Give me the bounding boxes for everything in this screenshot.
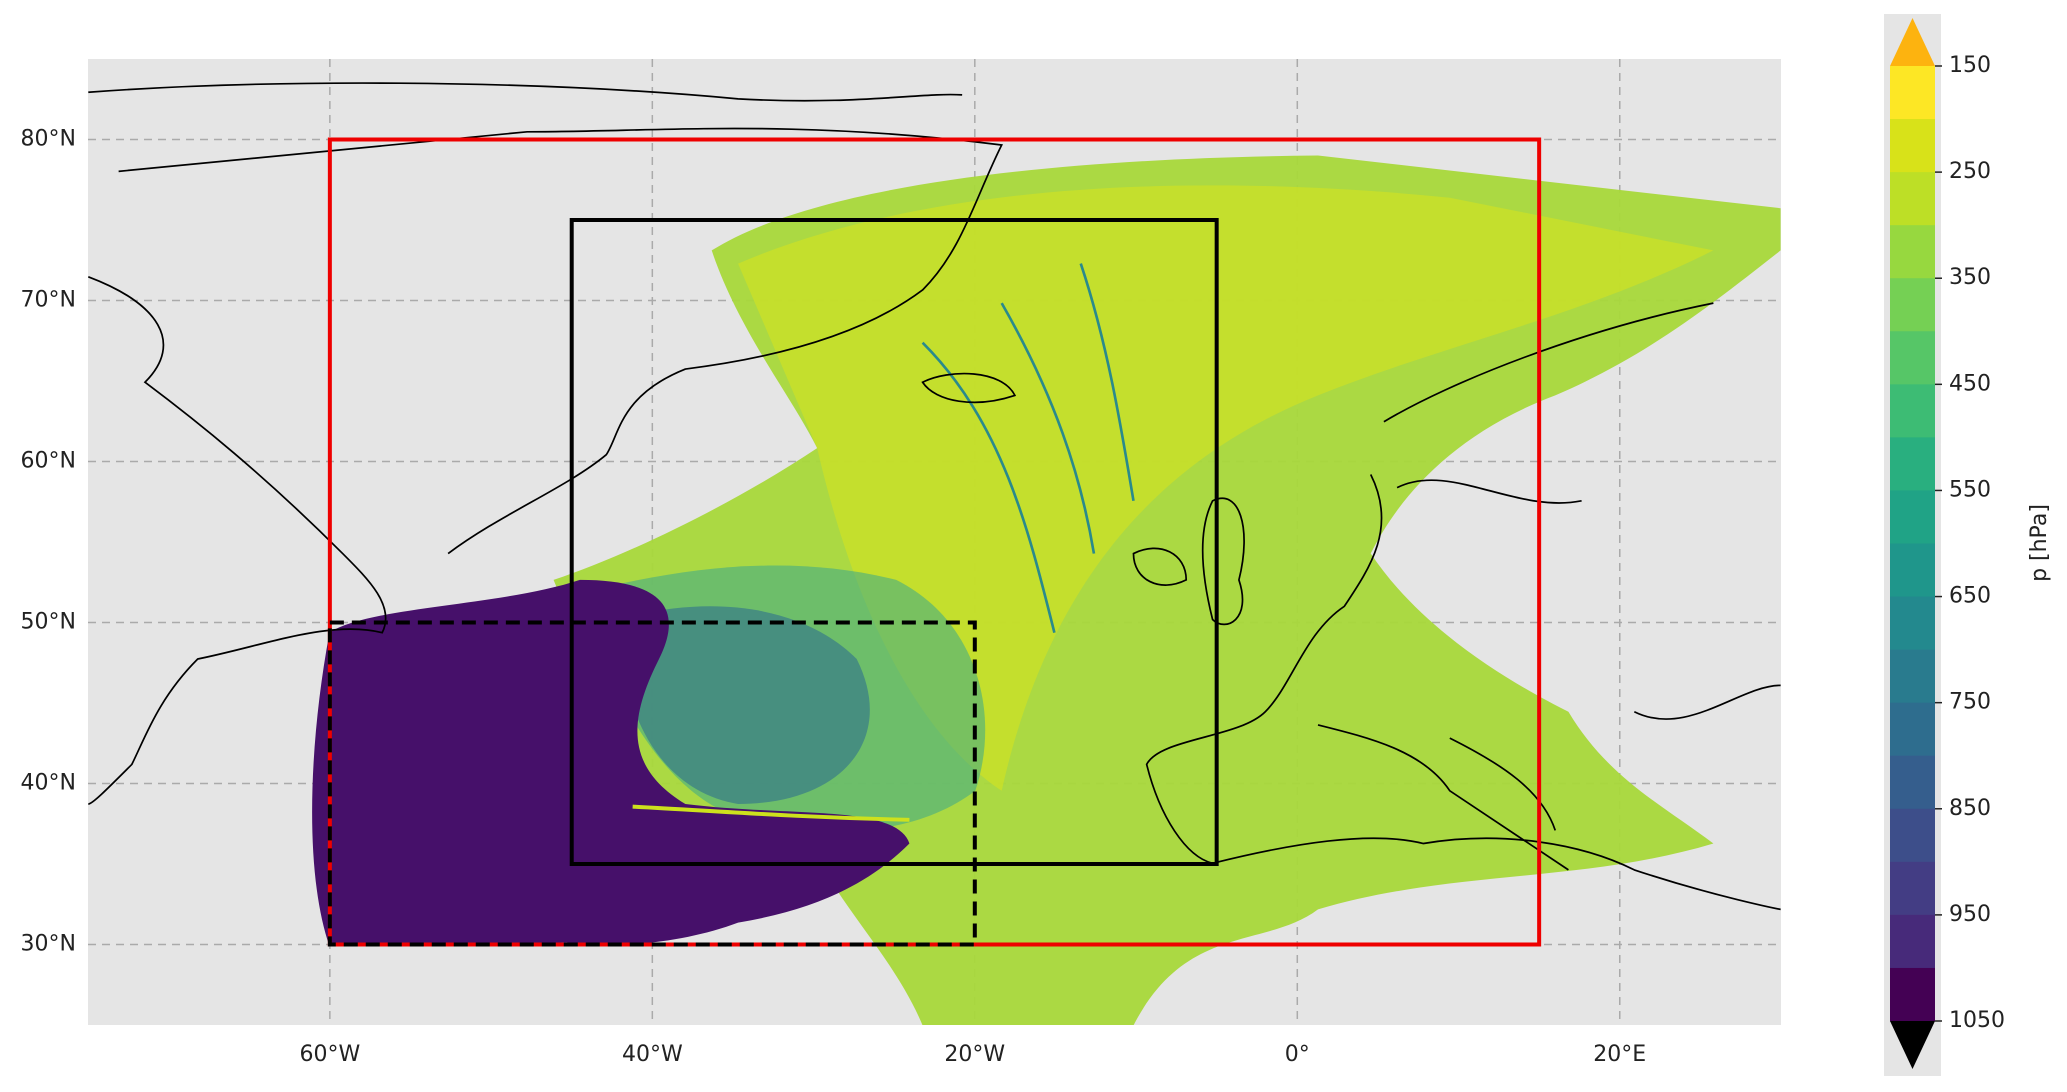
trajectory-swath [738, 185, 1714, 791]
colorbar-band [1890, 702, 1935, 757]
colorbar-band [1890, 331, 1935, 385]
colorbar-tick-label: 550 [1949, 477, 1991, 502]
y-tick-label: 30°N [21, 932, 76, 957]
x-tick-label: 20°E [1593, 1042, 1646, 1067]
colorbar-band [1890, 172, 1935, 226]
colorbar-band [1890, 543, 1935, 598]
colorbar-tick-label: 950 [1949, 902, 1991, 927]
coastline [1145, 302, 1781, 911]
colorbar-tick-label: 250 [1949, 159, 1991, 184]
colorbar-band [1890, 278, 1935, 332]
colorbar-band [1890, 861, 1935, 916]
colorbar-band [1890, 119, 1935, 173]
trajectory-swath [921, 263, 1135, 633]
x-tick-label: 60°W [299, 1042, 360, 1067]
trajectory-swath [632, 804, 910, 822]
colorbar-tick-label: 150 [1949, 53, 1991, 78]
y-tick-label: 50°N [21, 610, 76, 635]
x-tick-label: 40°W [622, 1042, 683, 1067]
y-tick-label: 80°N [21, 127, 76, 152]
region-box [569, 218, 1219, 866]
colorbar-tick-label: 650 [1949, 584, 1991, 609]
coastline [921, 372, 1245, 626]
colorbar-extend-under [1890, 1021, 1935, 1069]
colorbar-band [1890, 967, 1935, 1022]
colorbar-label: p [hPa] [2027, 504, 2052, 582]
colorbar-band [1890, 596, 1935, 651]
colorbar-band [1890, 225, 1935, 279]
coastline [1396, 479, 1781, 831]
region-box [327, 137, 1542, 947]
x-tick-label: 0° [1285, 1042, 1310, 1067]
trajectory-swath [312, 579, 910, 947]
colorbar-band [1890, 808, 1935, 863]
region-box [327, 620, 977, 947]
colorbar-extend-over [1890, 18, 1935, 66]
colorbar-band [1890, 384, 1935, 438]
x-tick-label: 20°W [944, 1042, 1005, 1067]
trajectory-swath [619, 606, 870, 804]
coastline [88, 275, 387, 805]
colorbar-band [1890, 755, 1935, 810]
y-tick-label: 40°N [21, 771, 76, 796]
y-tick-label: 70°N [21, 288, 76, 313]
colorbar-tick-label: 450 [1949, 371, 1991, 396]
colorbar-tick-label: 350 [1949, 265, 1991, 290]
colorbar-band [1890, 649, 1935, 704]
colorbar-band [1890, 66, 1935, 120]
y-tick-label: 60°N [21, 449, 76, 474]
colorbar-tick-label: 850 [1949, 796, 1991, 821]
colorbar-tick-label: 750 [1949, 690, 1991, 715]
colorbar-band [1890, 914, 1935, 969]
colorbar-tick-label: 1050 [1949, 1008, 2005, 1033]
colorbar-band [1890, 437, 1935, 491]
colorbar-band [1890, 490, 1935, 544]
